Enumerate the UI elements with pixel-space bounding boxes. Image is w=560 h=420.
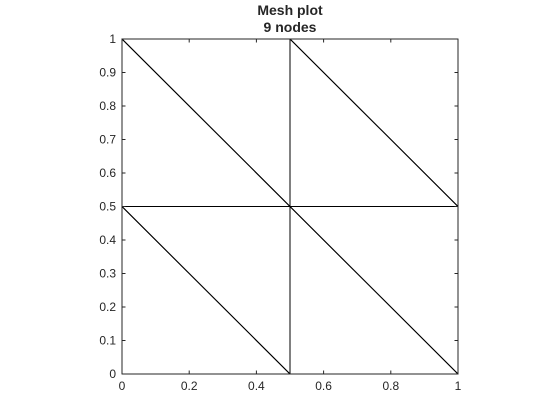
- chart-title-line-1: 9 nodes: [264, 19, 317, 35]
- y-tick-label-6: 0.6: [99, 166, 116, 180]
- y-tick-label-3: 0.3: [99, 267, 116, 281]
- y-tick-label-9: 0.9: [99, 66, 116, 80]
- mesh-triangle-7: [289, 38, 459, 207]
- y-tick-label-5: 0.5: [99, 200, 116, 214]
- y-tick-label-7: 0.7: [99, 133, 116, 147]
- x-tick-label-0: 0: [119, 379, 126, 393]
- chart-title-line-0: Mesh plot: [257, 2, 323, 18]
- mesh-triangle-3: [289, 206, 459, 375]
- x-tick-label-4: 0.8: [382, 379, 399, 393]
- y-axis-ticks: 0 0.1 0.2 0.3 0.4 0.5 0.6 0.7 0.8 0.9 1: [99, 32, 458, 381]
- x-axis-ticks: 0 0.2 0.4 0.6 0.8 1: [119, 39, 462, 393]
- mesh-elements: [121, 38, 459, 375]
- x-tick-label-1: 0.2: [181, 379, 198, 393]
- y-tick-label-10: 1: [109, 32, 116, 46]
- x-tick-label-3: 0.6: [315, 379, 332, 393]
- y-tick-label-2: 0.2: [99, 300, 116, 314]
- y-tick-label-1: 0.1: [99, 334, 116, 348]
- mesh-triangle-5: [121, 38, 291, 207]
- y-tick-label-8: 0.8: [99, 99, 116, 113]
- y-tick-label-0: 0: [109, 367, 116, 381]
- y-tick-label-4: 0.4: [99, 233, 116, 247]
- mesh-triangle-1: [121, 206, 291, 375]
- x-tick-label-5: 1: [455, 379, 462, 393]
- x-tick-label-2: 0.4: [248, 379, 265, 393]
